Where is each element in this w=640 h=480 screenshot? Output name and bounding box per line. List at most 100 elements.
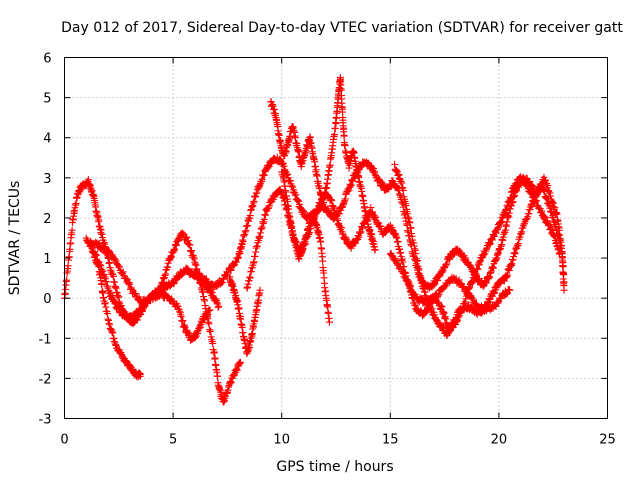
data-point [393,259,401,267]
x-tick-labels: 0 5 10 15 20 25 [60,433,615,448]
data-point [399,269,407,277]
data-point [92,250,100,258]
x-tick-label: 20 [491,433,508,448]
x-tick-label: 5 [169,433,177,448]
data-point [558,254,566,262]
data-point [227,266,235,274]
data-point [95,216,103,224]
y-tick-label: -2 [39,372,52,387]
y-tick-label: 2 [43,212,51,227]
chart-title: Day 012 of 2017, Sidereal Day-to-day VTE… [61,20,623,36]
data-point [126,280,134,288]
x-tick-label: 15 [382,433,399,448]
data-point [111,255,119,263]
data-point [137,370,145,378]
data-point [230,262,238,270]
data-point [72,199,80,207]
data-point [399,186,407,194]
data-point [99,267,107,275]
data-points [61,73,568,406]
series-track-9 [386,249,514,315]
data-point [179,317,187,325]
data-point [214,372,222,380]
x-axis-label: GPS time / hours [276,459,393,475]
data-point [325,318,333,326]
data-point [105,248,113,256]
plot-frame [64,57,608,419]
data-point [221,272,229,280]
data-point [101,243,109,251]
data-point [218,278,226,286]
y-tick-label: -1 [39,332,52,347]
data-point [125,278,133,286]
data-point [493,298,501,306]
data-point [407,282,415,290]
data-point [559,262,567,270]
data-point [326,161,334,169]
y-tick-label: 3 [43,172,51,187]
data-point [217,279,225,287]
data-point [210,348,218,356]
series-track-4 [87,237,214,344]
data-point [124,280,132,288]
data-point [399,268,407,276]
data-point [404,278,412,286]
data-point [246,274,254,282]
y-tick-label: 1 [43,252,51,267]
data-point [560,286,568,294]
data-point [211,354,219,362]
data-point [506,286,514,294]
data-point [232,258,240,266]
y-axis-label: SDTVAR / TECUs [7,181,23,296]
data-point [317,238,325,246]
data-point [371,246,379,254]
data-point [135,293,143,301]
data-point [92,251,100,259]
data-point [553,210,561,218]
data-point [213,282,221,290]
data-point [388,251,396,259]
x-tick-label: 25 [599,433,616,448]
series-track-8 [278,168,333,326]
data-point [158,289,166,297]
data-point [98,280,106,288]
data-point [96,261,104,269]
data-point [236,358,244,366]
data-point [460,283,468,291]
data-point [207,327,215,335]
series-track-10 [391,160,568,340]
data-point [131,289,139,297]
data-point [435,290,443,298]
y-tick-labels: -3 -2 -1 0 1 2 3 4 5 6 [39,52,52,428]
data-point [205,320,213,328]
data-point [306,134,314,142]
data-point [209,339,217,347]
data-point [470,296,478,304]
data-point [116,263,124,271]
data-point [406,283,414,291]
data-point [122,274,130,282]
y-tick-label: -3 [39,413,52,428]
data-point [331,125,339,133]
data-point [544,182,552,190]
data-point [319,257,327,265]
data-point [559,269,567,277]
y-tick-label: 4 [43,132,51,147]
y-tick-label: 6 [43,52,51,67]
y-tick-label: 5 [43,92,51,107]
data-point [468,294,476,302]
axis-ticks [64,57,608,419]
x-tick-label: 0 [60,433,68,448]
data-point [434,292,442,300]
data-point [206,306,214,314]
series-track-7 [267,73,379,254]
x-tick-label: 10 [273,433,290,448]
data-point [340,132,348,140]
y-tick-label: 0 [43,292,51,307]
data-point [97,262,105,270]
series-track-11 [226,273,264,358]
data-point [331,130,339,138]
data-point [128,285,136,293]
data-point [215,302,223,310]
